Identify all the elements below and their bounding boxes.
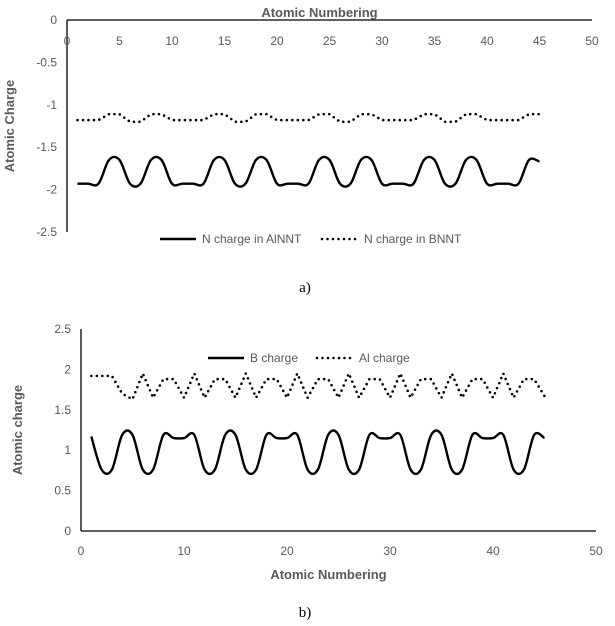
x-tick-label: 30 <box>383 544 397 558</box>
y-tick-label: 0 <box>50 13 57 27</box>
y-axis-title: Atomic charge <box>10 385 25 475</box>
y-tick-label: 2 <box>64 362 71 376</box>
figure-caption: b) <box>299 605 312 621</box>
x-tick-label: 20 <box>270 34 284 48</box>
x-axis-title: Atomic Numbering <box>261 5 377 20</box>
y-tick-label: 0 <box>64 524 71 538</box>
y-tick-label: -2 <box>46 183 57 197</box>
x-tick-label: 20 <box>280 544 294 558</box>
legend-label: N charge in AlNNT <box>202 232 302 246</box>
y-axis-title: Atomic Charge <box>2 80 17 172</box>
figure-caption: a) <box>299 280 311 296</box>
series-line-n-charge-in-alnnt <box>77 155 540 188</box>
legend-label: B charge <box>250 351 298 365</box>
x-tick-label: 0 <box>78 544 85 558</box>
chart-b: 0 10 20 30 40 50 0 0.5 1 1.5 2 2.5 Atomic Numbering A… <box>10 322 603 621</box>
y-tick-label: -1 <box>46 98 57 112</box>
y-tick-label: 2.5 <box>54 322 71 336</box>
x-tick-label: 50 <box>589 544 603 558</box>
x-tick-label: 40 <box>486 544 500 558</box>
x-tick-label: 0 <box>64 34 71 48</box>
x-tick-label: 50 <box>585 34 599 48</box>
x-tick-label: 40 <box>480 34 494 48</box>
x-axis-title: Atomic Numbering <box>270 567 386 582</box>
x-tick-label: 30 <box>375 34 389 48</box>
series-line-al-charge <box>90 370 546 402</box>
series-line-b-charge <box>90 429 546 476</box>
x-tick-label: 25 <box>323 34 337 48</box>
series-line-n-charge-in-bnnt <box>76 112 541 124</box>
y-tick-label: 1 <box>64 443 71 457</box>
legend-label: Al charge <box>359 351 410 365</box>
y-tick-label: -1.5 <box>36 140 57 154</box>
y-tick-label: -2.5 <box>36 225 57 239</box>
x-tick-label: 5 <box>116 34 123 48</box>
x-tick-label: 45 <box>533 34 547 48</box>
x-tick-label: 35 <box>428 34 442 48</box>
y-tick-label: 0.5 <box>54 484 71 498</box>
legend-label: N charge in BNNT <box>364 232 462 246</box>
x-tick-label: 15 <box>218 34 232 48</box>
chart-a: 0 5 10 15 20 25 30 35 40 45 50 0 -0.5 -1 -1.5 -2 -2.5 Ato… <box>2 5 599 296</box>
x-tick-label: 10 <box>165 34 179 48</box>
y-tick-label: 1.5 <box>54 403 71 417</box>
x-tick-label: 10 <box>177 544 191 558</box>
y-tick-label: -0.5 <box>36 55 57 69</box>
